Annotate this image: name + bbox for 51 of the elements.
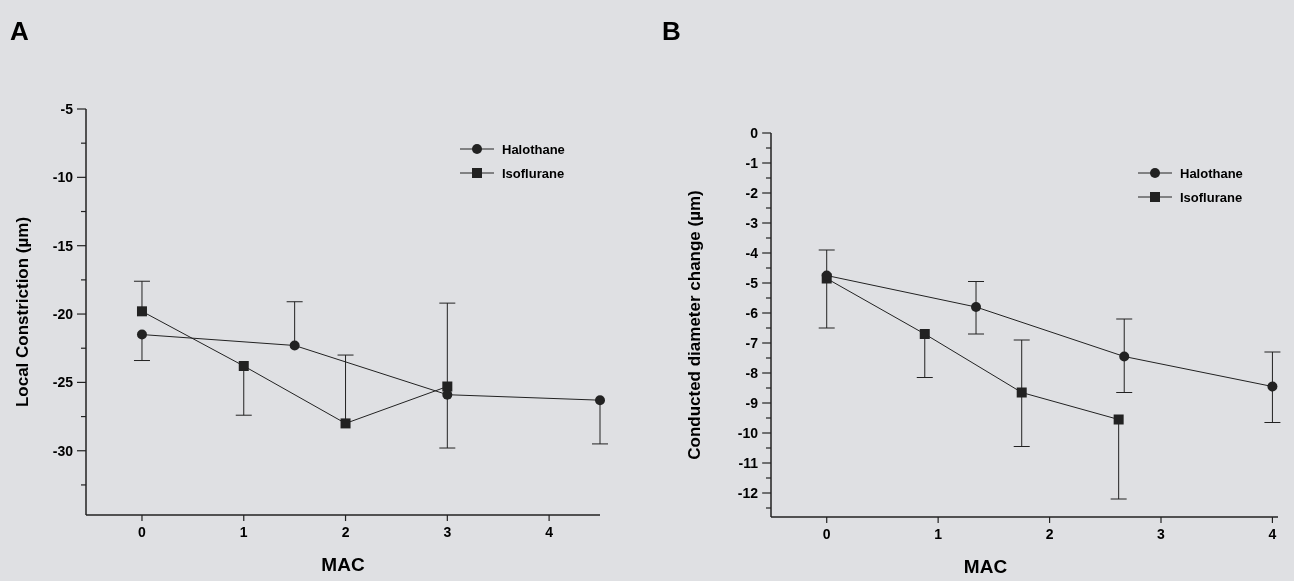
y-tick-label: -2 bbox=[745, 185, 759, 201]
point bbox=[340, 418, 351, 429]
y-tick-label: -7 bbox=[745, 335, 759, 351]
point bbox=[919, 329, 930, 339]
point bbox=[1113, 414, 1124, 425]
x-tick-label: 4 bbox=[545, 524, 554, 540]
legend-label: Isoflurane bbox=[1180, 190, 1243, 205]
x-tick-label: 1 bbox=[934, 526, 943, 542]
legend-label: Halothane bbox=[502, 142, 565, 157]
point bbox=[136, 306, 147, 317]
chart-title: B bbox=[662, 16, 681, 46]
y-tick-label: -5 bbox=[745, 275, 759, 291]
x-tick-label: 2 bbox=[341, 524, 350, 540]
y-tick-label: -11 bbox=[738, 455, 759, 471]
x-tick-label: 1 bbox=[239, 524, 248, 540]
y-tick-label: -6 bbox=[745, 305, 759, 321]
legend-label: Halothane bbox=[1180, 166, 1243, 181]
chart-title: A bbox=[10, 16, 29, 46]
x-tick-label: 3 bbox=[1157, 526, 1166, 542]
y-tick-label: 0 bbox=[750, 125, 759, 141]
y-tick-label: -3 bbox=[745, 215, 759, 231]
point bbox=[1016, 387, 1027, 398]
y-tick-label: -25 bbox=[52, 374, 74, 391]
legend-label: Isoflurane bbox=[502, 166, 565, 181]
point bbox=[595, 395, 605, 406]
point bbox=[238, 361, 249, 371]
y-tick-label: -30 bbox=[52, 442, 74, 459]
x-tick-label: 0 bbox=[822, 526, 831, 542]
x-tick-label: 0 bbox=[138, 524, 147, 540]
y-tick-label: -12 bbox=[737, 485, 759, 501]
point bbox=[136, 329, 147, 340]
y-tick-label: -10 bbox=[52, 169, 74, 186]
y-tick-label: -5 bbox=[60, 101, 74, 117]
y-tick-label: -9 bbox=[745, 395, 759, 411]
point bbox=[1119, 351, 1130, 362]
y-tick-label: -1 bbox=[745, 155, 759, 171]
y-tick-label: -8 bbox=[745, 365, 759, 381]
point bbox=[1267, 381, 1278, 392]
x-axis-title: MAC bbox=[321, 554, 365, 575]
point bbox=[971, 302, 982, 312]
x-tick-label: 4 bbox=[1268, 526, 1277, 542]
point bbox=[289, 340, 300, 351]
y-tick-label: -10 bbox=[737, 425, 759, 441]
y-axis-title: Local Constriction (µm) bbox=[13, 216, 32, 408]
x-tick-label: 3 bbox=[443, 524, 452, 540]
x-axis-title: MAC bbox=[963, 556, 1008, 577]
y-tick-label: -15 bbox=[52, 237, 74, 254]
x-tick-label: 2 bbox=[1045, 526, 1054, 542]
y-axis-title: Conducted diameter change (µm) bbox=[685, 190, 704, 460]
y-tick-label: -4 bbox=[745, 245, 759, 261]
y-tick-label: -20 bbox=[52, 306, 74, 323]
